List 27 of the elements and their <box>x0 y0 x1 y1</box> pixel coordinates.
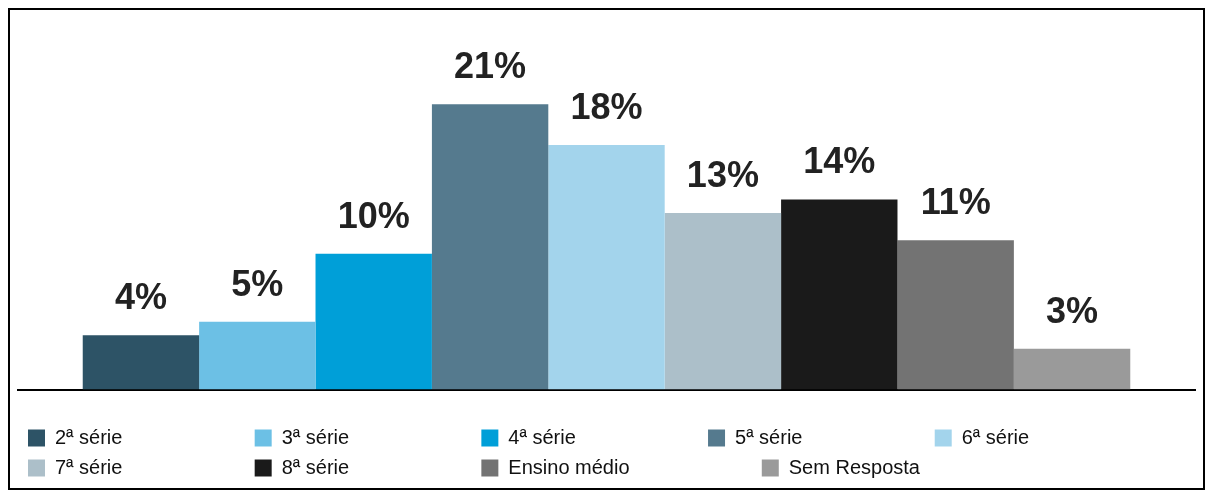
data-label: 21% <box>454 45 527 87</box>
bar <box>1013 348 1131 390</box>
bar <box>82 335 200 390</box>
legend-label: 6ª série <box>961 425 1030 448</box>
bar <box>199 321 316 390</box>
data-label: 4% <box>114 276 167 318</box>
data-label: 14% <box>803 140 876 182</box>
bar <box>664 213 782 390</box>
bar <box>315 253 432 390</box>
legend-label: 4ª série <box>508 425 699 448</box>
bar <box>781 199 898 390</box>
legend-label: 7ª série <box>55 455 245 478</box>
legend-label: Sem Resposta <box>788 455 921 478</box>
bar <box>897 240 1014 390</box>
legend-label: 8ª série <box>281 455 472 478</box>
data-label: 10% <box>337 194 410 236</box>
bar <box>431 104 549 390</box>
data-label: 11% <box>920 181 991 223</box>
legend-label: 2ª série <box>55 425 245 448</box>
data-label: 13% <box>686 153 759 195</box>
data-label: 3% <box>1046 289 1099 331</box>
data-label: 5% <box>231 262 284 304</box>
data-label: 18% <box>570 86 643 128</box>
legend-label: 3ª série <box>281 425 472 448</box>
bar <box>548 145 665 390</box>
legend-label: 5ª série <box>735 425 925 448</box>
legend-label: Ensino médio <box>508 455 752 478</box>
